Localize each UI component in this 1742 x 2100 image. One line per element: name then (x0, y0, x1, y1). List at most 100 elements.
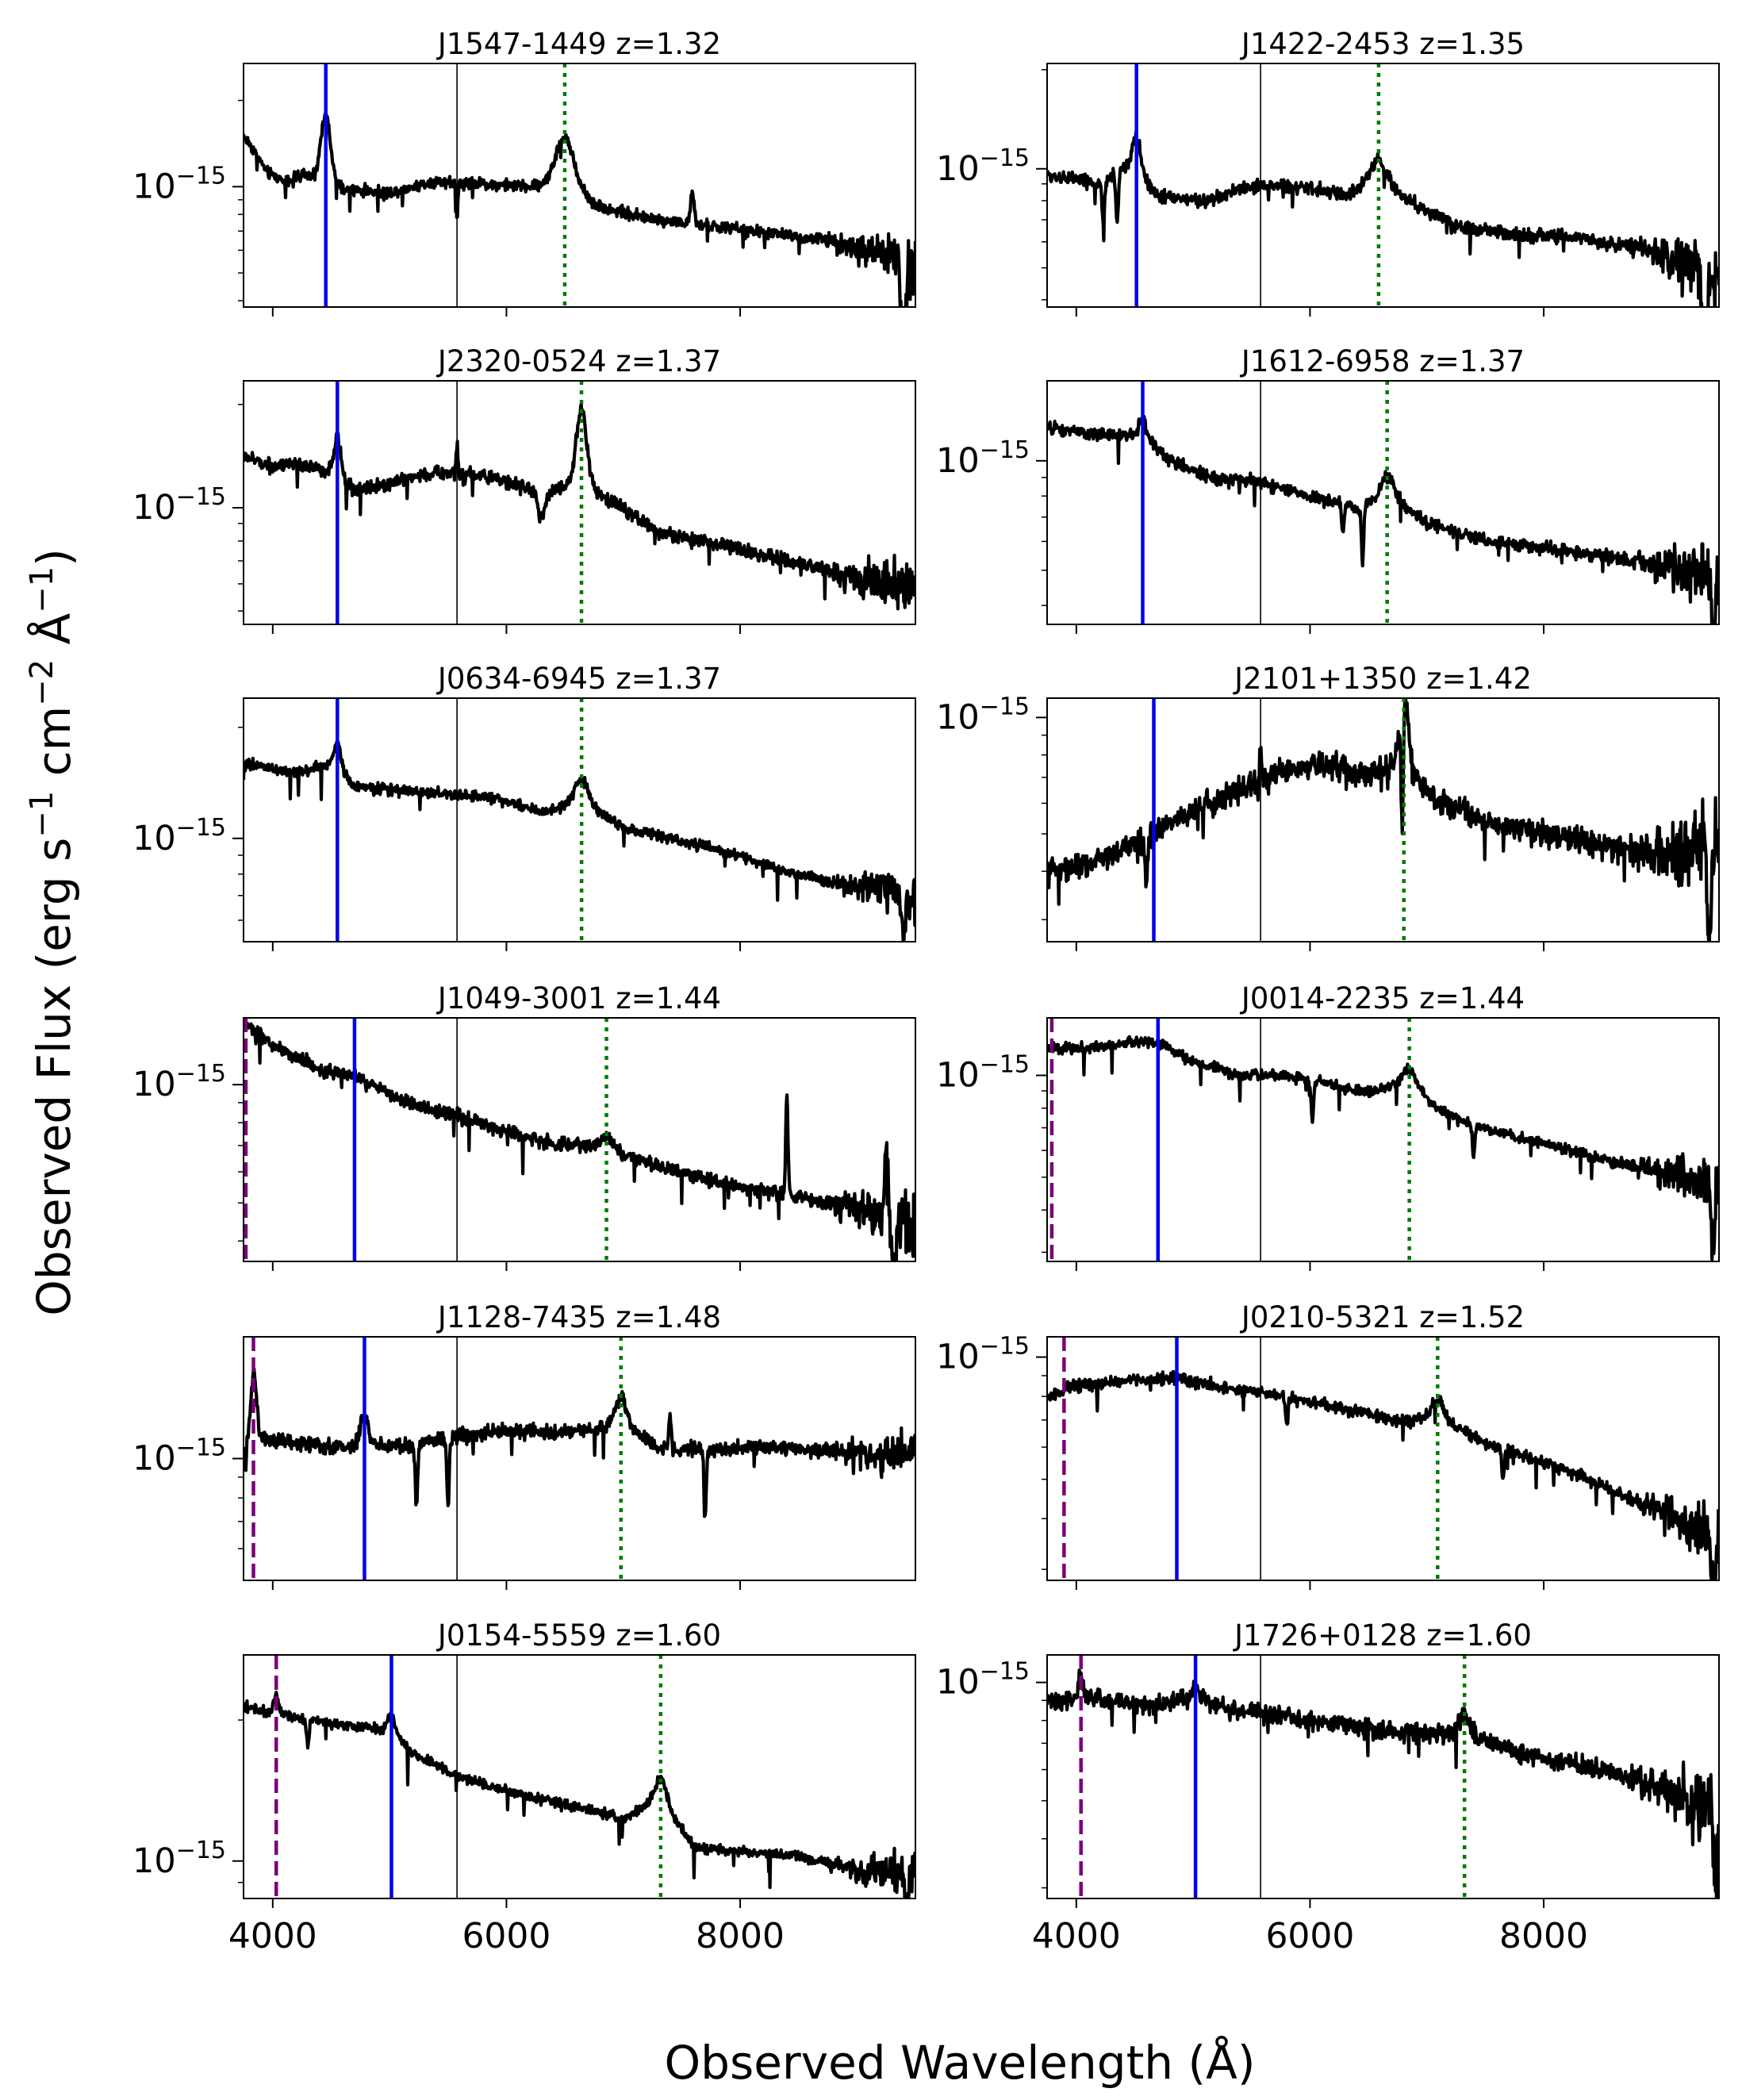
spectrum-line (1047, 1668, 1719, 1898)
y-axis-label-sup-cm: −2 (24, 659, 60, 706)
spectrum-line (1047, 698, 1719, 942)
x-tick-label: 8000 (696, 1916, 785, 1956)
y-tick-label-exp: −15 (980, 144, 1030, 172)
panel-frame (1046, 697, 1720, 943)
x-tick-label: 6000 (462, 1916, 551, 1956)
y-tick-label: 10−15 (936, 436, 1030, 481)
y-tick-label: 10−15 (132, 162, 226, 206)
spectrum-line (1047, 1369, 1719, 1580)
spectrum-line (244, 402, 915, 611)
y-tick-label-exp: −15 (980, 1333, 1030, 1361)
y-axis-label-post: ) (27, 548, 81, 566)
panel-3: J2320-0524 z=1.37 10−15 (132, 344, 916, 634)
panel-title: J2320-0524 z=1.37 (436, 344, 721, 378)
panel-plot-area (244, 381, 915, 624)
panel-frame (1046, 1017, 1720, 1262)
y-tick-label-exp: −15 (176, 162, 226, 190)
y-tick-label-base: 10 (132, 1065, 176, 1104)
panel-title: J0154-5559 z=1.60 (436, 1618, 721, 1653)
panel-title: J0210-5321 z=1.52 (1240, 1300, 1525, 1334)
panel-plot-area (1047, 1337, 1719, 1580)
spectrum-line (244, 1367, 915, 1518)
spectrum-line (244, 1691, 915, 1898)
y-tick-label-base: 10 (132, 167, 176, 206)
panel-plot-area (1047, 381, 1719, 624)
y-tick-label-exp: −15 (176, 1434, 226, 1462)
panel-title: J2101+1350 z=1.42 (1233, 662, 1532, 696)
y-tick-label: 10−15 (132, 1837, 226, 1881)
y-axis-label-sup-s: −1 (24, 791, 60, 838)
panel-title: J0634-6945 z=1.37 (436, 662, 721, 696)
panel-frame (1046, 380, 1720, 625)
y-tick-label-base: 10 (132, 819, 176, 858)
panel-8: J0014-2235 z=1.44 10−15 (936, 981, 1720, 1271)
panel-4: J1612-6958 z=1.37 10−15 (936, 344, 1720, 634)
panel-11: J0154-5559 z=1.60 4000 6000 8000 10−15 (132, 1618, 916, 1956)
y-tick-label-base: 10 (132, 488, 176, 528)
y-tick-label-exp: −15 (980, 1658, 1030, 1686)
y-tick-label-exp: −15 (176, 1837, 226, 1864)
y-tick-label-exp: −15 (176, 814, 226, 842)
panel-title: J1547-1449 z=1.32 (436, 27, 721, 61)
y-tick-label-base: 10 (936, 149, 980, 189)
panel-frame (1046, 63, 1720, 308)
y-tick-label: 10−15 (936, 693, 1030, 737)
panel-title: J1422-2453 z=1.35 (1240, 27, 1525, 61)
panel-1: J1547-1449 z=1.32 10−15 (132, 27, 916, 317)
panel-plot-area (1047, 1655, 1719, 1898)
panel-frame (243, 697, 916, 943)
spectrum-line (244, 739, 915, 942)
y-tick-label: 10−15 (132, 814, 226, 858)
panel-7: J1049-3001 z=1.44 10−15 (132, 981, 916, 1271)
panel-10: J0210-5321 z=1.52 10−15 (936, 1300, 1720, 1590)
panel-frame (243, 1017, 916, 1262)
panel-frame (243, 63, 916, 308)
y-tick-label: 10−15 (936, 1658, 1030, 1703)
y-tick-label-exp: −15 (980, 436, 1030, 464)
panel-9: J1128-7435 z=1.48 10−15 (132, 1300, 916, 1590)
panel-frame (1046, 1336, 1720, 1581)
panel-title: J1128-7435 z=1.48 (436, 1300, 721, 1334)
panel-6: J2101+1350 z=1.42 10−15 (936, 662, 1720, 951)
x-axis-label: Observed Wavelength (Å) (665, 2035, 1256, 2090)
y-tick-label-base: 10 (936, 1663, 980, 1703)
panel-plot-area (1047, 63, 1719, 307)
panel-5: J0634-6945 z=1.37 10−15 (132, 662, 916, 951)
y-tick-label: 10−15 (132, 1434, 226, 1479)
y-tick-label-base: 10 (936, 697, 980, 737)
y-tick-label-base: 10 (936, 1338, 980, 1377)
panel-frame (243, 380, 916, 625)
panel-frame (1046, 1654, 1720, 1899)
panel-plot-area (244, 1655, 915, 1898)
y-tick-label-base: 10 (132, 1841, 176, 1881)
panel-plot-area (1047, 1018, 1719, 1261)
y-tick-label-exp: −15 (176, 483, 226, 511)
x-tick-label: 8000 (1499, 1916, 1588, 1956)
y-tick-label: 10−15 (936, 144, 1030, 189)
panel-frame (243, 1654, 916, 1899)
x-tick-label: 6000 (1265, 1916, 1354, 1956)
y-tick-label-exp: −15 (980, 693, 1030, 720)
panel-title: J0014-2235 z=1.44 (1240, 981, 1525, 1015)
panel-2: J1422-2453 z=1.35 10−15 (936, 27, 1720, 317)
x-tick-label: 4000 (1032, 1916, 1121, 1956)
panel-plot-area (244, 63, 915, 307)
y-tick-label-base: 10 (936, 441, 980, 481)
spectrum-line (1047, 414, 1719, 624)
y-tick-label-exp: −15 (980, 1050, 1030, 1078)
y-tick-label: 10−15 (132, 1060, 226, 1104)
y-tick-label: 10−15 (936, 1050, 1030, 1095)
y-axis-label-pre: Observed Flux (erg s (27, 838, 81, 1316)
panel-plot-area (244, 698, 915, 942)
y-tick-label: 10−15 (936, 1333, 1030, 1377)
y-tick-label: 10−15 (132, 483, 226, 528)
y-axis-label-mid2: Å (26, 613, 81, 659)
y-axis-label-sup-a: −1 (24, 566, 60, 613)
y-axis-label-mid: cm (27, 706, 81, 791)
spectrum-line (1047, 130, 1719, 307)
x-tick-label: 4000 (228, 1916, 317, 1956)
panel-plot-area (244, 1018, 915, 1261)
